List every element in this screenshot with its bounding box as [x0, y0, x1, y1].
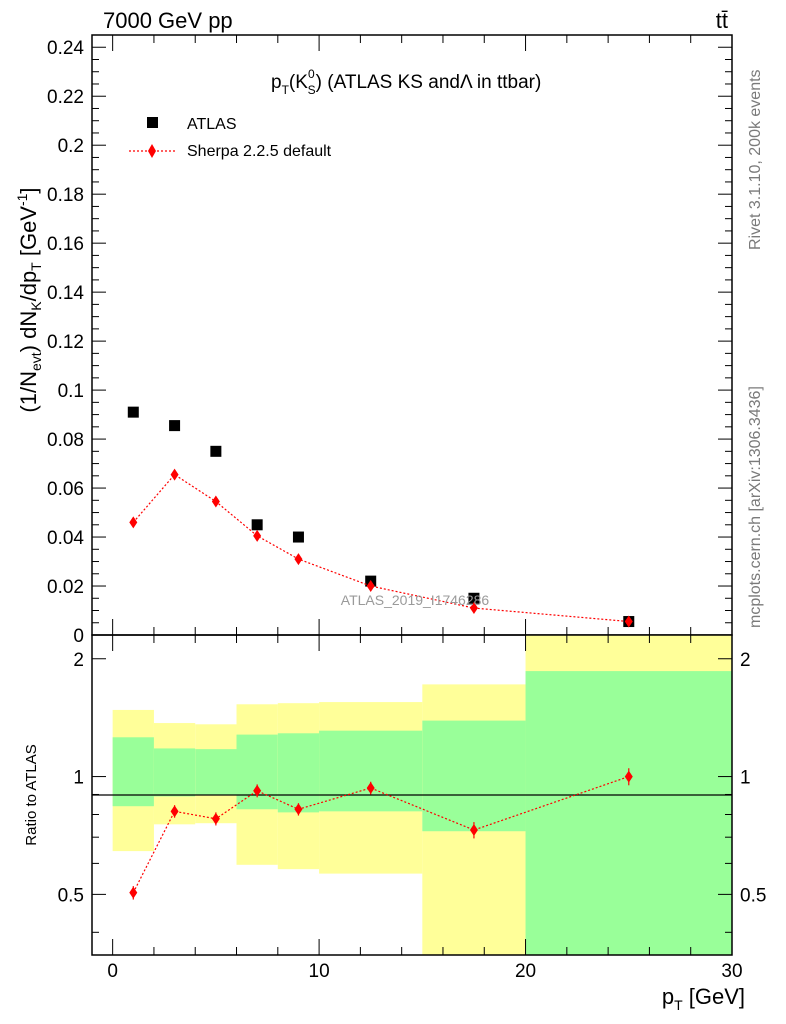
main-y-tick-label: 0	[73, 626, 84, 647]
title-T-sub: T	[282, 83, 290, 97]
ratio-data-point	[211, 812, 220, 825]
sherpa-line	[132, 473, 629, 623]
main-y-tick-label: 0.2	[58, 136, 84, 157]
main-y-tick-label: 0.22	[47, 87, 84, 108]
main-y-tick-label: 0.02	[47, 577, 84, 598]
ratio-data-point	[129, 886, 138, 899]
sherpa-data-point	[624, 615, 633, 628]
ratio-y-tick-label-right: 1	[740, 768, 751, 789]
ratio-inner-band	[422, 720, 526, 832]
ratio-inner-band	[153, 748, 196, 797]
atlas-data-point	[292, 531, 304, 543]
mcplots-label: mcplots.cern.ch [arXiv:1306.3436]	[747, 386, 764, 628]
sherpa-data-point	[211, 495, 220, 508]
sherpa-data-point	[129, 516, 138, 529]
ratio-inner-band	[277, 733, 320, 813]
x-tick-label: 0	[107, 961, 118, 982]
title-S-sub: S	[308, 83, 316, 97]
ratio-y-tick-label: 0.5	[58, 885, 84, 906]
main-y-ticks: 0 0.02 0.04 0.06 0.08 0.1 0.12 0.14 0.16 0.18 0.2 0…	[47, 34, 733, 647]
main-y-tick-label: 0.12	[47, 332, 84, 353]
title-lambda: Λ	[460, 72, 473, 93]
main-y-axis-label: (1/Nevt) dNK/dpT [GeV-1]	[14, 187, 44, 412]
ratio-y-tick-label-right: 2	[740, 650, 751, 671]
main-y-tick-label: 0.24	[47, 38, 84, 59]
main-y-tick-label: 0.14	[47, 283, 84, 304]
sherpa-data-point	[294, 553, 303, 566]
main-marks	[127, 406, 635, 628]
main-y-tick-label: 0.18	[47, 185, 84, 206]
ratio-ticks: 0.5 0.51 12 20 10 20 30	[58, 635, 766, 982]
ratio-y-tick-label: 2	[73, 650, 84, 671]
atlas-data-point	[251, 519, 263, 531]
main-y-tick-label: 0.06	[47, 479, 84, 500]
ratio-data-point	[294, 803, 303, 816]
ratio-frame	[91, 634, 733, 956]
main-y-tick-label: 0.1	[58, 381, 84, 402]
main-y-tick-label: 0.08	[47, 430, 84, 451]
ratio-y-axis-label: Ratio to ATLAS	[23, 744, 40, 845]
main-title: pT(K0 S) (ATLAS KS andΛ in ttbar)	[271, 67, 541, 97]
title-paren-close: )	[316, 72, 328, 93]
ratio-data-point	[170, 805, 179, 818]
x-tick-label: 20	[515, 961, 536, 982]
ratio-sherpa-line	[132, 775, 629, 893]
ratio-data-point	[366, 781, 375, 794]
title-zero-sup: 0	[308, 67, 315, 81]
energy-label: 7000 GeV pp	[103, 8, 233, 33]
title-K: K	[295, 72, 308, 93]
title-paren-open: (	[289, 72, 296, 93]
ratio-inner-band	[236, 734, 278, 810]
x-tick-label: 10	[309, 961, 330, 982]
atlas-data-point	[127, 406, 139, 418]
atlas-data-point	[169, 420, 181, 432]
atlas-data-point	[210, 445, 222, 457]
legend-atlas-marker	[147, 117, 158, 128]
x-axis-label: pT [GeV]	[662, 984, 745, 1013]
title-end: in ttbar)	[477, 72, 541, 93]
title-p: p	[271, 72, 282, 93]
x-tick-label: 30	[721, 961, 742, 982]
legend: ATLAS Sherpa 2.2.5 default	[129, 116, 332, 160]
ratio-y-tick-label: 1	[73, 768, 84, 789]
ratio-data-point	[253, 784, 262, 797]
title-rest: (ATLAS KS and	[327, 72, 460, 93]
ratio-inner-band	[525, 671, 732, 955]
ratio-inner-band	[195, 749, 237, 796]
sherpa-data-point	[253, 529, 262, 542]
main-y-tick-label: 0.04	[47, 528, 84, 549]
ratio-marks	[129, 768, 633, 900]
ratio-inner-band	[319, 730, 423, 812]
sherpa-data-point	[170, 468, 179, 481]
rivet-version-label: Rivet 3.1.10, 200k events	[747, 69, 764, 250]
analysis-watermark: ATLAS_2019_I1746286	[341, 592, 490, 608]
process-label: tt̄	[716, 8, 728, 33]
main-panel: 0 0.02 0.04 0.06 0.08 0.1 0.12 0.14 0.16 0.18 0.2 0…	[14, 34, 733, 647]
ratio-data-point	[624, 770, 633, 783]
sherpa-data-point	[366, 580, 375, 593]
atlas-data-point	[468, 592, 480, 604]
ratio-y-tick-label-right: 0.5	[740, 885, 766, 906]
ratio-inner-band	[112, 737, 154, 807]
legend-sherpa-label: Sherpa 2.2.5 default	[187, 143, 332, 160]
main-y-tick-label: 0.16	[47, 234, 84, 255]
legend-atlas-label: ATLAS	[187, 116, 237, 133]
legend-sherpa-marker	[148, 144, 156, 158]
ratio-data-point	[469, 824, 478, 837]
sherpa-data-point	[469, 602, 478, 615]
ratio-panel: 0.5 0.51 12 20 10 20 30 Ratio to ATLAS pT [GeV…	[23, 634, 766, 1013]
